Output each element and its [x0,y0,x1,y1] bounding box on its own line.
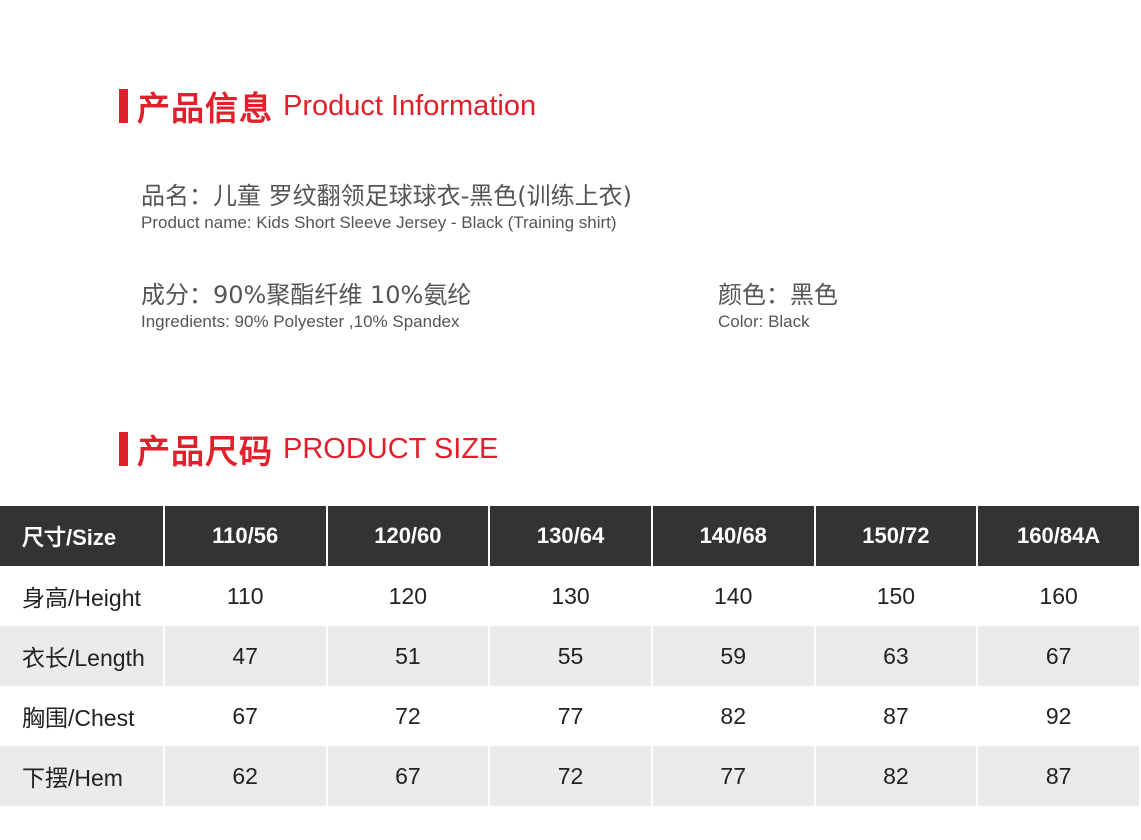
table-cell: 140 [714,582,753,609]
table-cell: 130 [551,582,590,609]
ingredients: 成分：90%聚酯纤维 10%氨纶 Ingredients: 90% Polyes… [141,275,471,332]
table-row: 下摆/Hem 62 67 72 77 82 87 [0,746,1139,806]
table-cell: 63 [815,626,977,686]
row-label: 身高/Height [22,585,141,611]
table-header-row: 尺寸/Size 110/56 120/60 130/64 140/68 150/… [0,504,1139,566]
table-cell: 150 [876,582,916,609]
product-size-heading: 产品尺码 PRODUCT SIZE [119,425,498,473]
table-cell: 87 [883,702,909,729]
table-cell: 67 [327,746,489,806]
table-cell: 72 [490,746,651,806]
table-cell: 82 [815,746,977,806]
header-cell: 110/56 [164,504,326,566]
row-label: 胸围/Chest [22,705,135,731]
table-cell: 55 [490,626,651,686]
heading-en: Product Information [283,89,537,122]
table-cell: 62 [164,746,326,806]
header-cell: 尺寸/Size [0,504,163,566]
table-cell: 110 [226,582,264,609]
heading-en: PRODUCT SIZE [283,432,499,465]
table-cell: 67 [232,702,258,729]
header-cell: 160/84A [978,504,1139,566]
table-cell: 77 [652,746,814,806]
ingredients-en: Ingredients: 90% Polyester ,10% Spandex [141,312,460,331]
table-row: 身高/Height 110 120 130 140 150 160 [0,566,1139,626]
table-cell: 47 [164,626,326,686]
color-info: 颜色：黑色 Color: Black [718,275,838,332]
table-cell: 51 [327,626,489,686]
product-info-heading: 产品信息 Product Information [119,82,536,130]
product-name: 品名：儿童 罗纹翻领足球球衣-黑色(训练上衣) Product name: Ki… [141,176,632,233]
accent-bar [119,89,128,123]
table-cell: 87 [978,746,1139,806]
heading-cn: 产品尺码 [137,432,273,471]
header-cell: 150/72 [815,504,977,566]
color-cn: 颜色：黑色 [718,281,838,309]
size-table: 尺寸/Size 110/56 120/60 130/64 140/68 150/… [0,504,1141,806]
header-cell: 130/64 [490,504,651,566]
color-en: Color: Black [718,312,810,331]
table-row: 衣长/Length 47 51 55 59 63 67 [0,626,1139,686]
ingredients-cn: 成分：90%聚酯纤维 10%氨纶 [141,281,472,309]
accent-bar [119,432,128,466]
table-row: 胸围/Chest 67 72 77 82 87 92 [0,686,1139,746]
heading-cn: 产品信息 [137,89,273,128]
table-cell: 59 [652,626,814,686]
table-cell: 82 [720,702,746,729]
product-name-en: Product name: Kids Short Sleeve Jersey -… [141,213,617,232]
table-cell: 77 [557,702,584,729]
header-cell: 140/68 [652,504,814,566]
table-cell: 92 [1045,702,1072,729]
table-cell: 120 [388,582,428,609]
table-cell: 67 [978,626,1139,686]
product-name-cn: 品名：儿童 罗纹翻领足球球衣-黑色(训练上衣) [141,182,633,210]
table-cell: 72 [395,702,421,729]
table-cell: 160 [1039,582,1078,609]
row-label: 衣长/Length [0,626,163,686]
row-label: 下摆/Hem [0,746,163,806]
header-cell: 120/60 [327,504,489,566]
